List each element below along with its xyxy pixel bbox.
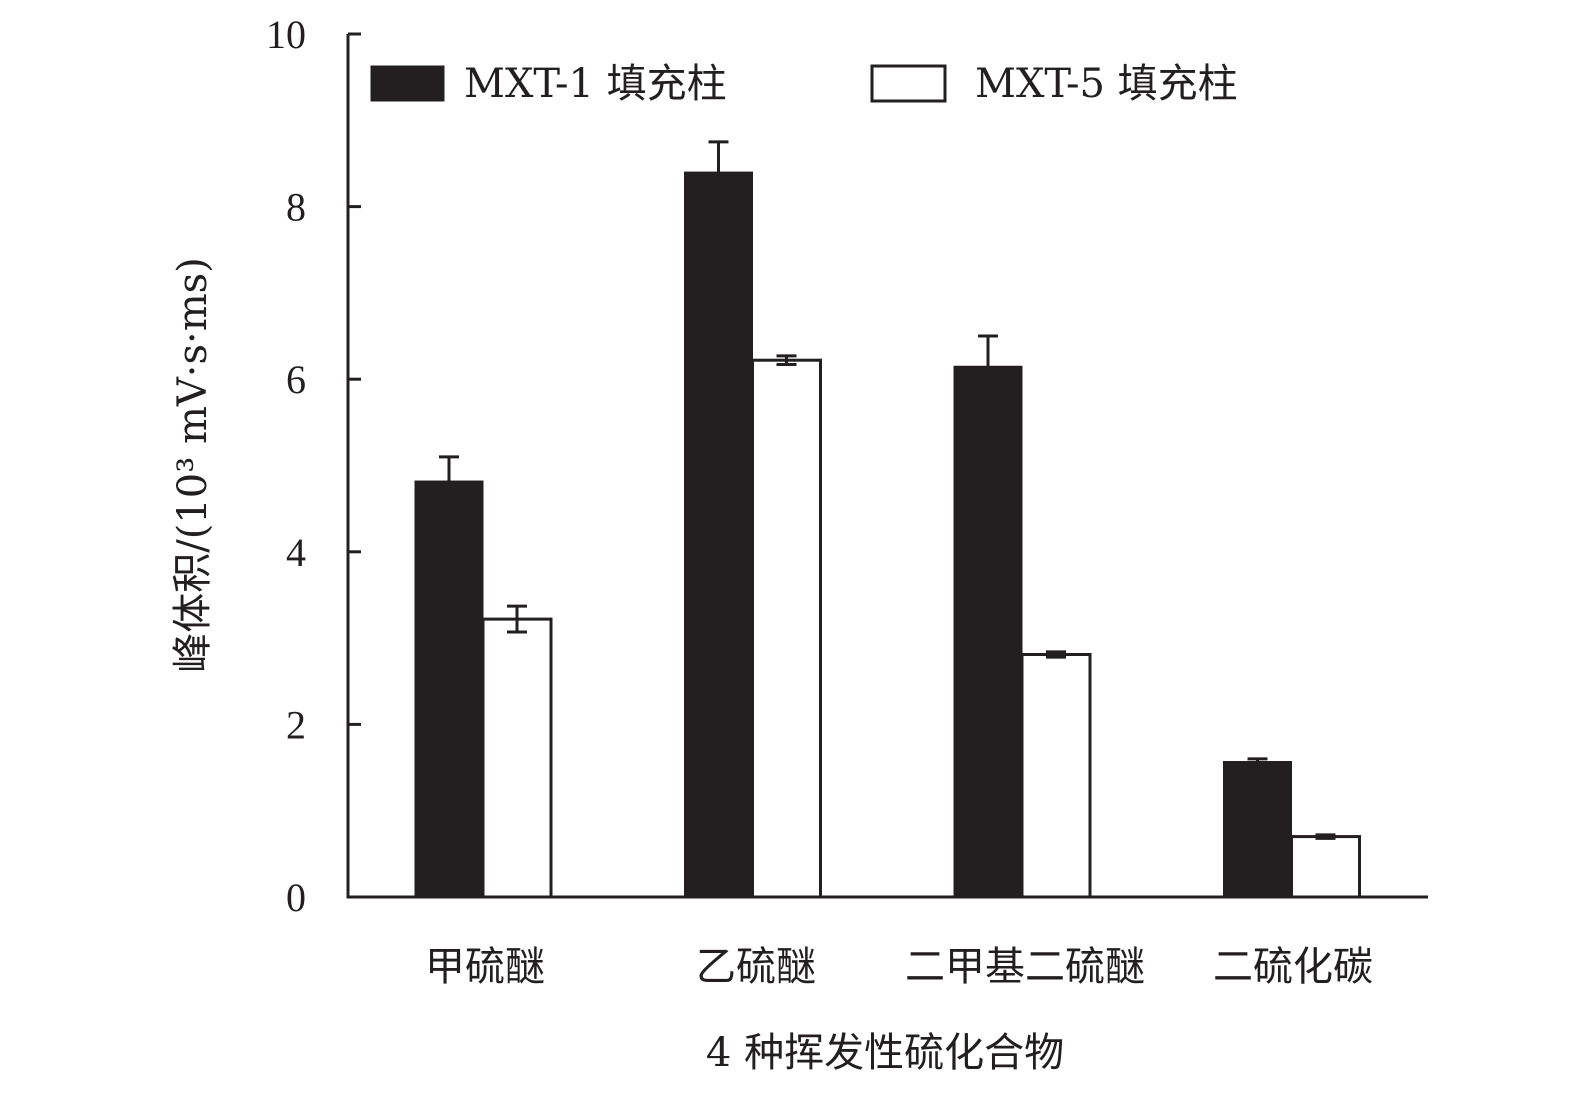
y-axis-title: 峰体积/(10³ mV·s·ms) (170, 257, 216, 673)
legend-swatch-mxt1 (370, 65, 445, 102)
y-tick-label: 2 (286, 702, 306, 747)
legend-label: MXT-5 填充柱 (975, 61, 1238, 107)
legend-label: MXT-1 填充柱 (464, 61, 727, 107)
x-tick-label: 二甲基二硫醚 (905, 944, 1145, 990)
category-labels: 甲硫醚 乙硫醚 二甲基二硫醚 二硫化碳 (425, 944, 1373, 990)
bar-mxt5-3 (1290, 835, 1361, 899)
bar-mxt1-1 (684, 171, 753, 898)
y-tick-label: 8 (286, 185, 306, 230)
x-tick-label: 二硫化碳 (1213, 944, 1373, 990)
legend-swatch-mxt5 (870, 64, 947, 103)
bars-group (414, 140, 1361, 899)
x-tick-label: 乙硫醚 (696, 944, 816, 990)
bar-mxt1-0 (414, 480, 484, 898)
x-tick-label: 甲硫醚 (425, 944, 545, 990)
ticks-group: 0 2 4 6 8 10 (266, 12, 361, 920)
bar-mxt5-1 (751, 358, 822, 899)
bar-mxt5-2 (1020, 652, 1092, 899)
y-tick-label: 0 (286, 875, 306, 920)
legend: MXT-1 填充柱 MXT-5 填充柱 (370, 61, 1238, 107)
x-axis-title: 4 种挥发性硫化合物 (706, 1030, 1064, 1076)
y-tick-label: 10 (266, 12, 306, 57)
bar-mxt1-2 (953, 365, 1023, 898)
y-tick-label: 4 (286, 530, 306, 575)
bar-mxt1-3 (1223, 761, 1292, 898)
y-tick-label: 6 (286, 357, 306, 402)
bar-mxt5-0 (481, 617, 553, 899)
